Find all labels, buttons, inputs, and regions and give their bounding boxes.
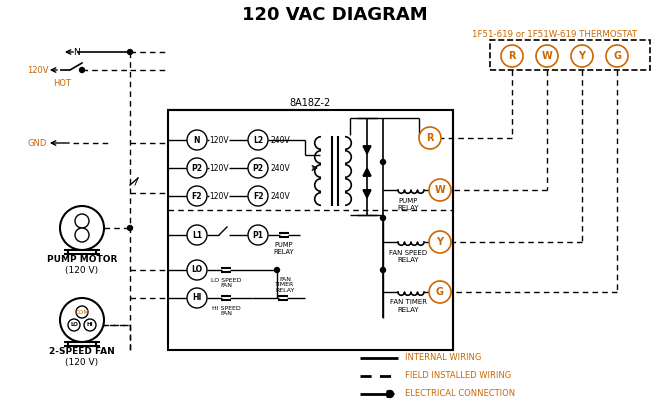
Text: 120 VAC DIAGRAM: 120 VAC DIAGRAM xyxy=(242,6,428,24)
Circle shape xyxy=(75,214,89,228)
Circle shape xyxy=(60,298,104,342)
Text: W: W xyxy=(435,185,446,195)
Text: 240V: 240V xyxy=(270,163,290,173)
Text: 240V: 240V xyxy=(270,191,290,201)
Text: FIELD INSTALLED WIRING: FIELD INSTALLED WIRING xyxy=(405,372,511,380)
Text: LO: LO xyxy=(70,323,78,328)
Text: HI SPEED
FAN: HI SPEED FAN xyxy=(212,305,241,316)
Circle shape xyxy=(387,391,393,398)
Circle shape xyxy=(80,67,84,72)
Circle shape xyxy=(187,186,207,206)
Text: Y: Y xyxy=(578,51,586,61)
Circle shape xyxy=(127,225,133,230)
Text: G: G xyxy=(436,287,444,297)
Text: ELECTRICAL CONNECTION: ELECTRICAL CONNECTION xyxy=(405,390,515,398)
Text: P1: P1 xyxy=(253,230,263,240)
Text: L1: L1 xyxy=(192,230,202,240)
Text: 8A18Z-2: 8A18Z-2 xyxy=(289,98,330,108)
Circle shape xyxy=(68,319,80,331)
Polygon shape xyxy=(363,190,371,198)
Circle shape xyxy=(606,45,628,67)
Text: 120V: 120V xyxy=(27,65,48,75)
Circle shape xyxy=(571,45,593,67)
Circle shape xyxy=(381,267,385,272)
Text: 120V: 120V xyxy=(209,135,229,145)
FancyBboxPatch shape xyxy=(168,110,453,350)
Circle shape xyxy=(429,179,451,201)
FancyBboxPatch shape xyxy=(490,40,650,70)
Text: FAN
TIMER
RELAY: FAN TIMER RELAY xyxy=(275,277,295,293)
Text: COM: COM xyxy=(74,310,89,315)
Circle shape xyxy=(248,158,268,178)
Text: R: R xyxy=(426,133,433,143)
Text: PUMP
RELAY: PUMP RELAY xyxy=(273,241,294,254)
Text: HI: HI xyxy=(192,293,202,303)
Polygon shape xyxy=(363,146,371,154)
Circle shape xyxy=(127,49,133,54)
Circle shape xyxy=(429,231,451,253)
Text: (120 V): (120 V) xyxy=(66,266,98,274)
Text: N: N xyxy=(194,135,200,145)
Text: (120 V): (120 V) xyxy=(66,357,98,367)
Text: FAN SPEED
RELAY: FAN SPEED RELAY xyxy=(389,249,427,262)
Circle shape xyxy=(419,127,441,149)
Text: INTERNAL WIRING: INTERNAL WIRING xyxy=(405,354,481,362)
Circle shape xyxy=(248,186,268,206)
Circle shape xyxy=(187,225,207,245)
Text: PUMP MOTOR: PUMP MOTOR xyxy=(47,256,117,264)
Text: N: N xyxy=(72,47,79,57)
Text: R: R xyxy=(509,51,516,61)
Text: GND: GND xyxy=(27,139,46,147)
Circle shape xyxy=(429,281,451,303)
Circle shape xyxy=(76,306,88,318)
Text: FAN TIMER
RELAY: FAN TIMER RELAY xyxy=(389,300,427,313)
Circle shape xyxy=(60,206,104,250)
Circle shape xyxy=(381,215,385,220)
Text: G: G xyxy=(613,51,621,61)
Text: L2: L2 xyxy=(253,135,263,145)
Text: 120V: 120V xyxy=(209,191,229,201)
Polygon shape xyxy=(363,168,371,176)
Circle shape xyxy=(187,158,207,178)
Text: 1F51-619 or 1F51W-619 THERMOSTAT: 1F51-619 or 1F51W-619 THERMOSTAT xyxy=(472,29,638,39)
Text: F2: F2 xyxy=(253,191,263,201)
Circle shape xyxy=(187,130,207,150)
Text: LO SPEED
FAN: LO SPEED FAN xyxy=(211,278,241,288)
Text: LO: LO xyxy=(192,266,202,274)
Text: 2-SPEED FAN: 2-SPEED FAN xyxy=(49,347,115,357)
Text: HI: HI xyxy=(86,323,93,328)
Circle shape xyxy=(187,260,207,280)
Circle shape xyxy=(536,45,558,67)
Circle shape xyxy=(248,130,268,150)
Circle shape xyxy=(275,267,279,272)
Text: W: W xyxy=(541,51,552,61)
Text: F2: F2 xyxy=(192,191,202,201)
Circle shape xyxy=(187,288,207,308)
Text: P2: P2 xyxy=(192,163,202,173)
Text: 240V: 240V xyxy=(270,135,290,145)
Circle shape xyxy=(501,45,523,67)
Text: PUMP
RELAY: PUMP RELAY xyxy=(397,197,419,210)
Text: HOT: HOT xyxy=(53,78,71,88)
Text: 120V: 120V xyxy=(209,163,229,173)
Text: P2: P2 xyxy=(253,163,263,173)
Circle shape xyxy=(381,160,385,165)
Circle shape xyxy=(84,319,96,331)
Circle shape xyxy=(248,225,268,245)
Text: Y: Y xyxy=(436,237,444,247)
Circle shape xyxy=(75,228,89,242)
